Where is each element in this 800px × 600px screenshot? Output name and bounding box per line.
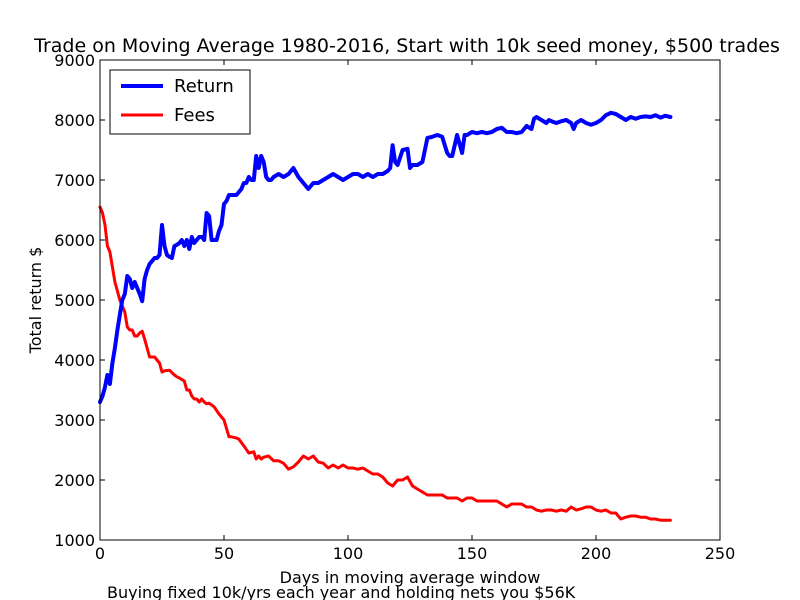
y-tick-label: 7000 — [54, 171, 95, 190]
series-line-return — [98, 110, 673, 404]
legend: Return Fees — [109, 69, 251, 135]
x-tick-label: 50 — [214, 544, 234, 563]
x-tick-label: 100 — [333, 544, 364, 563]
legend-label-return: Return — [174, 76, 234, 97]
y-tick-label: 6000 — [54, 231, 95, 250]
y-tick-label: 2000 — [54, 471, 95, 490]
plot-area — [100, 60, 720, 540]
legend-label-fees: Fees — [174, 105, 215, 126]
x-tick-label: 0 — [95, 544, 105, 563]
legend-box — [109, 69, 251, 135]
y-tick-label: 1000 — [54, 531, 95, 550]
y-tick-label: 9000 — [54, 51, 95, 70]
x-tick-label: 200 — [581, 544, 612, 563]
footnote: Buying fixed 10k/yrs each year and holdi… — [107, 583, 576, 600]
y-axis-label: Total return $ — [26, 247, 45, 355]
y-tick-label: 3000 — [54, 411, 95, 430]
x-tick-label: 250 — [705, 544, 736, 563]
chart-title: Trade on Moving Average 1980-2016, Start… — [33, 35, 780, 57]
y-tick-label: 8000 — [54, 111, 95, 130]
y-tick-label: 5000 — [54, 291, 95, 310]
plot-frame — [99, 59, 721, 541]
series-layer — [98, 110, 673, 522]
y-tick-label: 4000 — [54, 351, 95, 370]
axis-ticks: 0 50 100 150 200 250 1000 2000 3000 4000 5000 6000 7… — [54, 51, 735, 563]
x-axis-label: Days in moving average window — [280, 568, 541, 587]
x-tick-label: 150 — [457, 544, 488, 563]
series-line-fees — [98, 205, 672, 522]
